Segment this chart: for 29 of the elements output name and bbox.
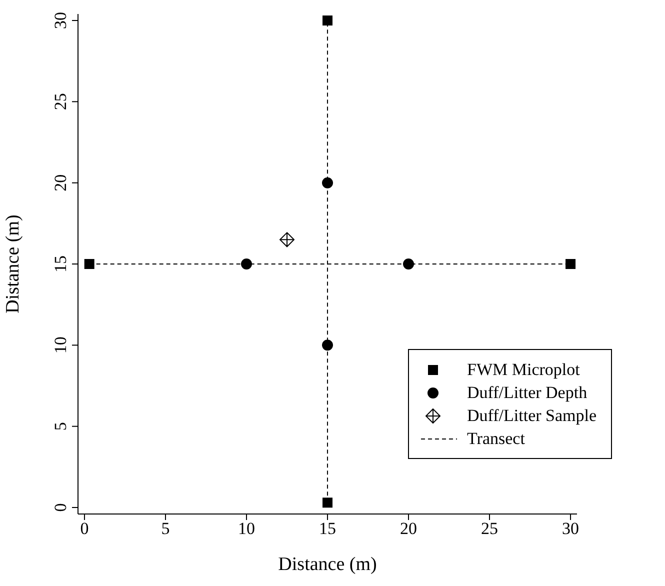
legend-label: Duff/Litter Sample (467, 406, 597, 426)
legend-label: FWM Microplot (467, 360, 580, 380)
point (566, 259, 576, 269)
y-axis-title: Distance (m) (2, 214, 24, 314)
point (322, 177, 333, 188)
point (322, 340, 333, 351)
point (403, 258, 414, 270)
legend-label: Transect (467, 428, 525, 448)
y-tick-label: 30 (51, 12, 70, 29)
x-tick-label: 30 (562, 519, 580, 538)
point (322, 15, 332, 26)
x-tick-label: 10 (238, 519, 255, 538)
x-tick-label: 25 (481, 519, 498, 538)
x-tick-label: 5 (161, 519, 170, 538)
y-tick-label: 10 (51, 336, 70, 354)
y-tick-label: 25 (51, 93, 70, 110)
y-tick-label: 5 (51, 422, 70, 431)
point (322, 498, 332, 508)
y-tick-label: 0 (51, 503, 70, 512)
x-tick-label: 15 (319, 519, 336, 538)
legend-label: Duff/Litter Depth (467, 382, 588, 402)
y-tick-label: 15 (51, 256, 70, 272)
y-tick-label: 20 (51, 174, 70, 192)
point (84, 259, 94, 269)
point (279, 232, 294, 248)
x-axis-title: Distance (m) (278, 554, 377, 575)
x-tick-label: 20 (400, 519, 418, 538)
point (240, 258, 252, 270)
x-tick-label: 0 (80, 519, 89, 538)
